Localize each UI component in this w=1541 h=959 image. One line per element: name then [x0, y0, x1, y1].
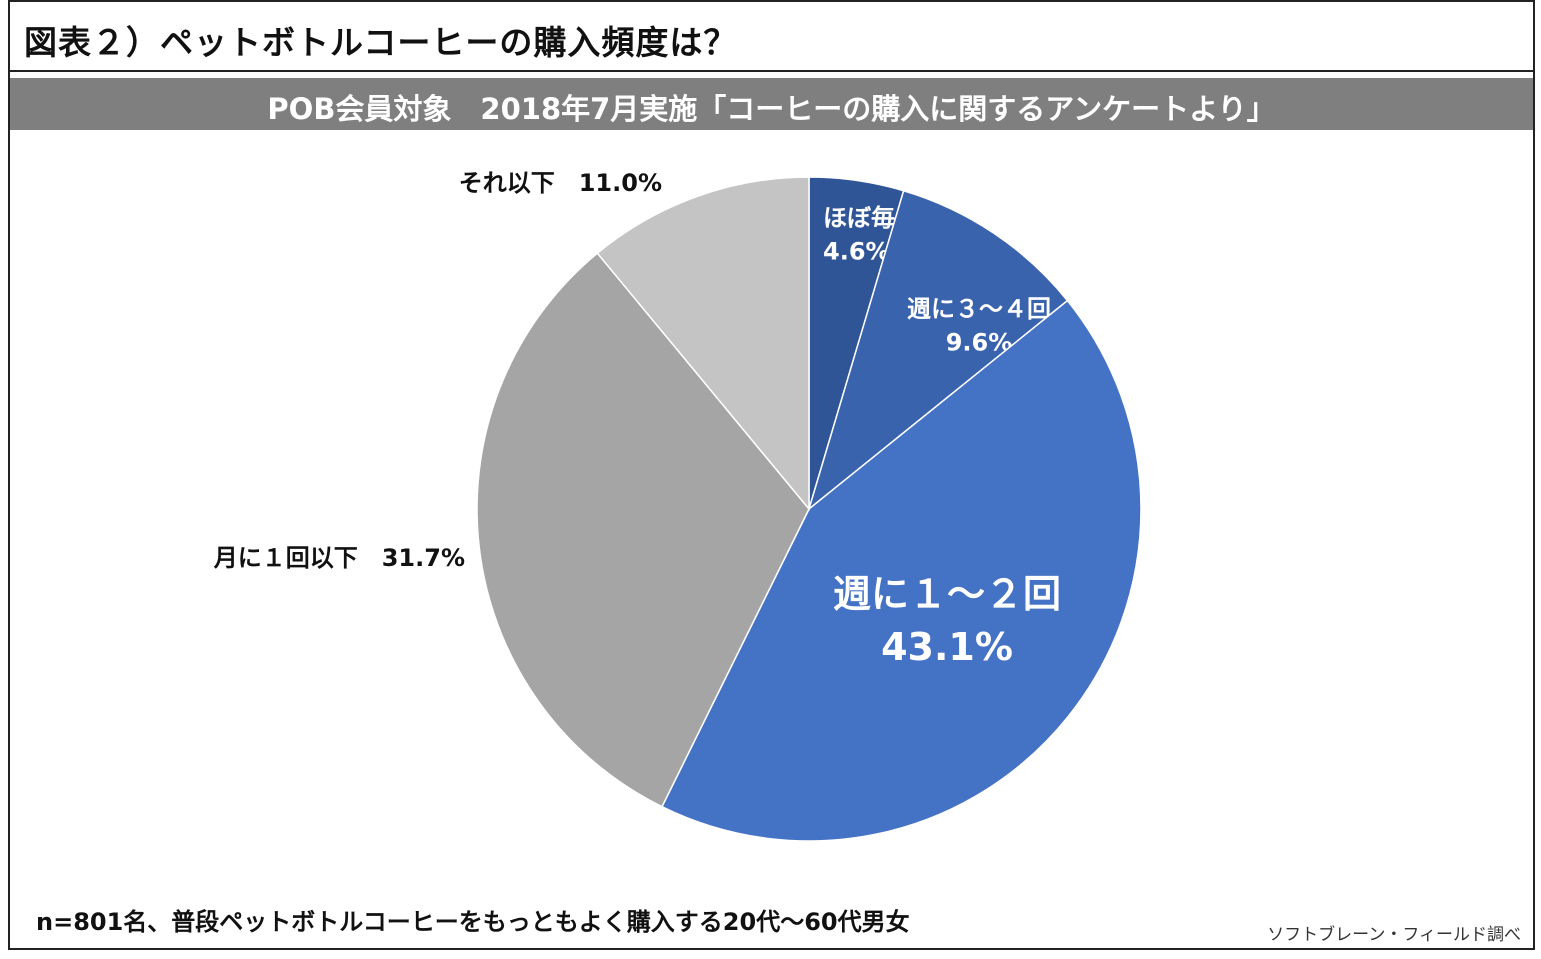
- slice-label-3: 週に１〜２回: [833, 572, 1061, 616]
- source-note: ソフトブレーン・フィールド調べ: [1267, 925, 1521, 945]
- chart-title: 図表２）ペットボトルコーヒーの購入頻度は？: [24, 23, 738, 62]
- pie-slice-3: [660, 299, 1142, 842]
- subtitle-bar: POB会員対象 2018年7月実施「コーヒーの購入に関するアンケートより」: [10, 78, 1533, 130]
- footnote: n=801名、普段ペットボトルコーヒーをもっともよく購入する20代〜60代男女: [36, 908, 910, 936]
- chart-subtitle: POB会員対象 2018年7月実施「コーヒーの購入に関するアンケートより」: [267, 92, 1276, 126]
- slice-value-2: 9.6%: [946, 329, 1013, 357]
- slice-value-3: 43.1%: [881, 625, 1013, 669]
- pie-slice-5: [596, 176, 810, 512]
- pie-slice-4: [476, 252, 810, 808]
- slice-label-2: 週に３〜４回: [907, 295, 1051, 323]
- slice-label-4: 月に１回以下 31.7%: [213, 544, 465, 572]
- slice-value-1: 4.6%: [823, 238, 890, 266]
- pie-slice-2: [807, 189, 1069, 512]
- title-row: 図表２）ペットボトルコーヒーの購入頻度は？: [10, 2, 1533, 72]
- slice-label-5: それ以下 11.0%: [459, 169, 662, 197]
